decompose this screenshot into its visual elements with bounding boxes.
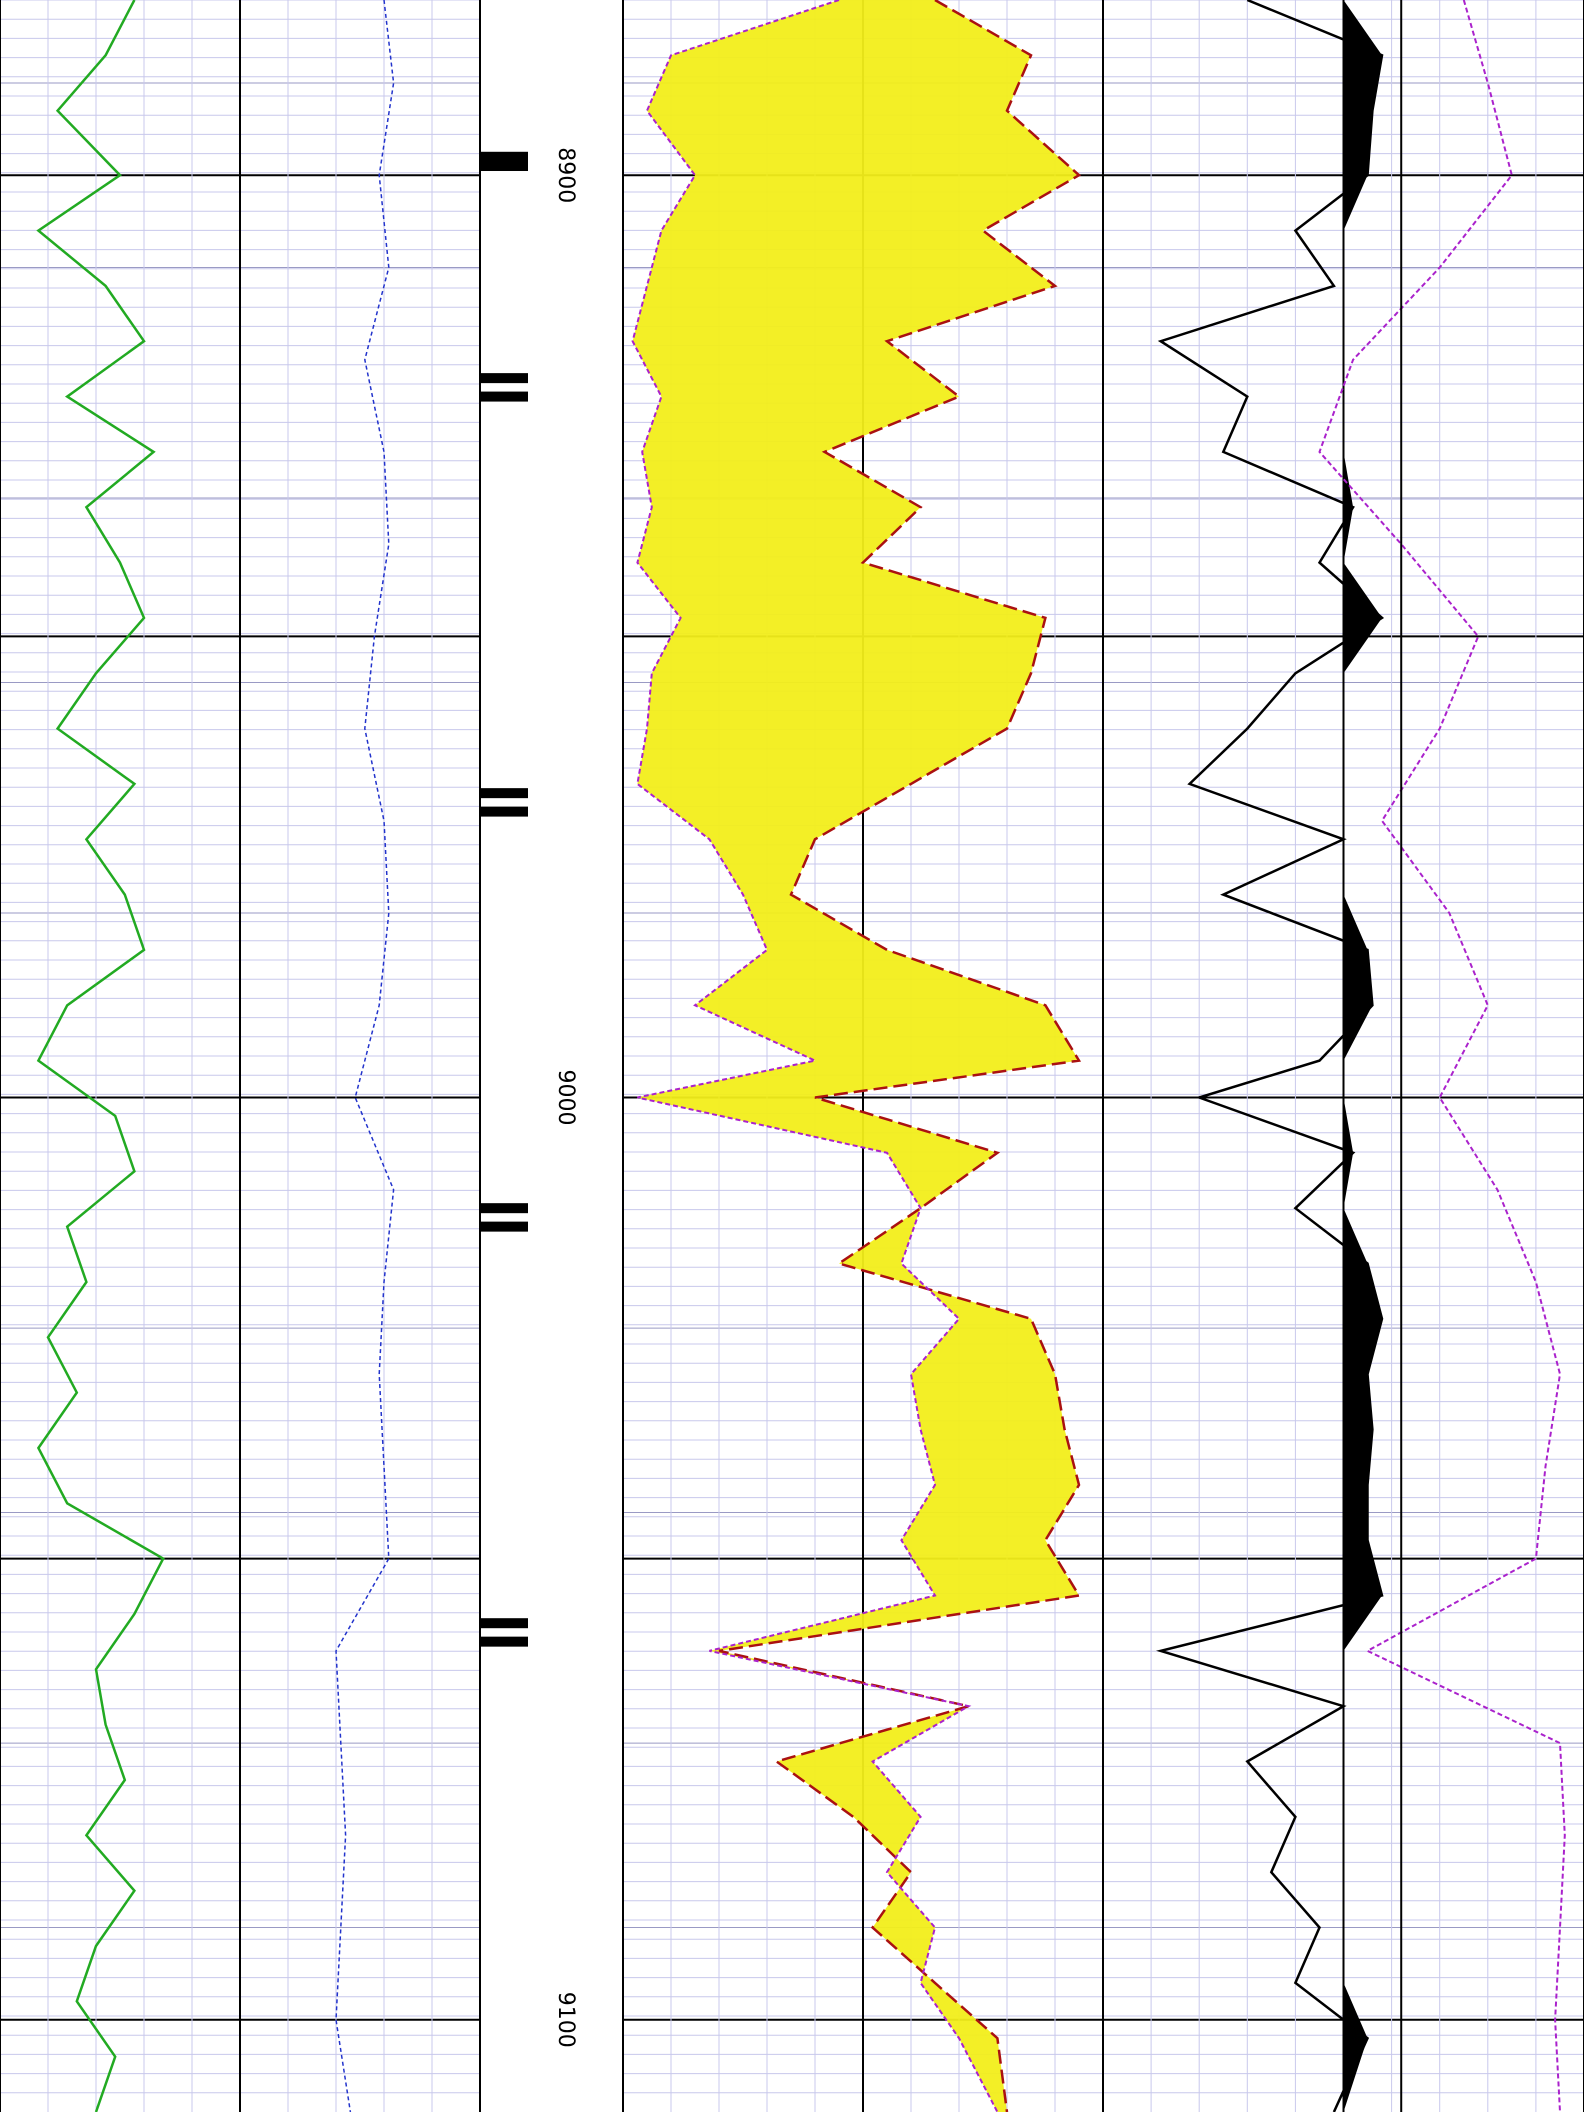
depth-tick-mark xyxy=(480,806,528,817)
caliper-curve xyxy=(1318,0,1566,2112)
depth-tick-mark xyxy=(480,1221,528,1232)
depth-tick-mark xyxy=(480,161,528,172)
track-sonic-caliper xyxy=(1102,0,1584,2112)
depth-tick-mark xyxy=(480,788,528,799)
track-resistivity xyxy=(622,0,1104,2112)
depth-track: 8900 9000 9100 xyxy=(480,147,578,2048)
sonic-fill xyxy=(1343,0,1382,2112)
sp-curve xyxy=(335,0,395,2112)
depth-tick-mark xyxy=(480,1618,528,1629)
depth-label: 9100 xyxy=(553,1992,578,2048)
depth-label: 8900 xyxy=(553,147,578,203)
depth-tick-mark xyxy=(480,1203,528,1214)
depth-label: 9000 xyxy=(553,1070,578,1126)
sonic-curve xyxy=(1156,0,1385,2112)
depth-tick-mark xyxy=(480,151,528,162)
res-separation-fill xyxy=(632,0,1079,2112)
track-gamma-ray xyxy=(0,0,481,2112)
depth-tick-mark xyxy=(480,373,528,384)
gr-curve xyxy=(36,0,165,2112)
depth-tick-mark xyxy=(480,1636,528,1647)
depth-tick-mark xyxy=(480,391,528,402)
res-deep-curve xyxy=(718,0,1082,2112)
